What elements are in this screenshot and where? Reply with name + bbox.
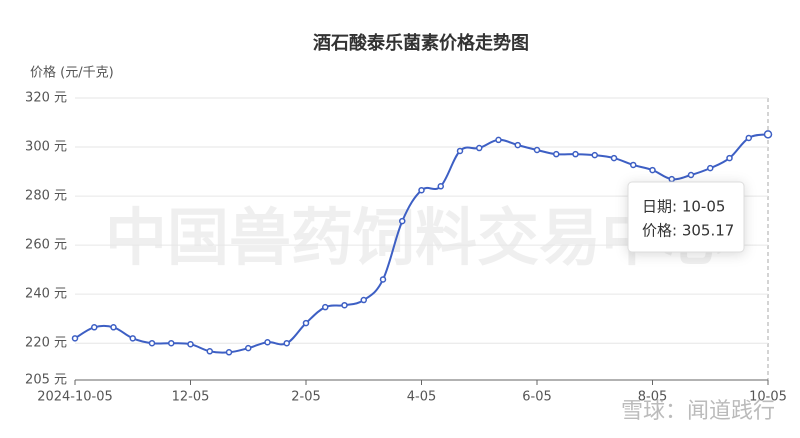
point	[553, 150, 560, 158]
point	[322, 303, 329, 311]
source-watermark: 雪球：闻道践行	[621, 399, 775, 424]
x-tick-label: 10-05	[749, 390, 787, 405]
y-tick-label: 205 元	[25, 373, 67, 388]
x-tick-label: 12-05	[172, 390, 210, 405]
point	[225, 349, 233, 356]
y-tick-label: 300 元	[25, 140, 67, 155]
point	[206, 348, 213, 355]
point	[91, 324, 98, 331]
x-tick-label: 6-05	[522, 390, 552, 405]
point	[437, 183, 444, 190]
point	[283, 339, 290, 347]
point	[245, 344, 252, 352]
y-tick-label: 280 元	[25, 189, 67, 204]
point	[763, 130, 773, 139]
point	[399, 217, 406, 225]
y-tick-label: 260 元	[25, 238, 67, 253]
point	[495, 136, 502, 144]
point	[649, 166, 656, 174]
y-tick-label: 320 元	[25, 91, 67, 106]
point	[418, 186, 425, 194]
x-tick-label: 8-05	[638, 390, 668, 405]
point	[668, 175, 675, 183]
point	[514, 141, 521, 149]
point	[168, 339, 175, 347]
point	[379, 276, 387, 283]
point	[110, 324, 117, 331]
tooltip-price: 价格: 305.17	[642, 222, 734, 240]
point	[572, 150, 579, 158]
point	[456, 147, 464, 155]
x-tick-label: 2-05	[291, 390, 321, 405]
point	[360, 296, 367, 304]
point	[341, 301, 348, 309]
watermark: 中国兽药饲料交易中心	[105, 201, 725, 274]
point	[148, 339, 156, 347]
y-tick-label: 220 元	[25, 336, 67, 351]
point	[591, 151, 598, 159]
point	[129, 335, 136, 342]
point	[745, 134, 752, 142]
tooltip	[627, 181, 745, 253]
point	[707, 164, 714, 172]
point	[302, 319, 310, 327]
y-axis-label: 价格 (元/千克)	[30, 65, 114, 81]
point	[726, 154, 733, 162]
chart-title: 酒石酸泰乐菌素价格走势图	[313, 32, 529, 54]
point	[533, 146, 541, 154]
point	[630, 161, 637, 169]
point	[187, 340, 194, 348]
y-tick-label: 240 元	[25, 287, 67, 302]
point	[264, 338, 271, 346]
tooltip-date: 日期: 10-05	[642, 198, 725, 216]
point	[610, 154, 618, 162]
x-tick-label: 4-05	[407, 390, 437, 405]
x-tick-label: 2024-10-05	[37, 390, 113, 405]
point	[687, 171, 695, 179]
point	[476, 144, 483, 152]
point	[71, 335, 79, 342]
